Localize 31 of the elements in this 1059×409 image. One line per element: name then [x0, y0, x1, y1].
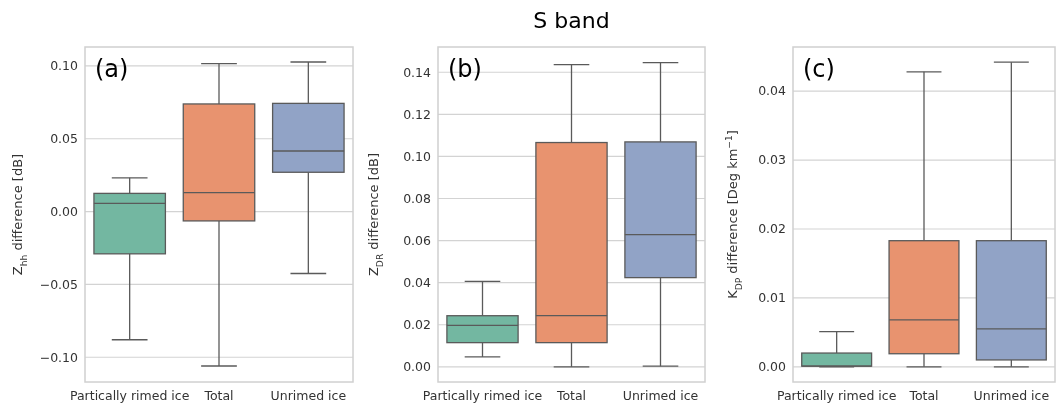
x-tick-label: Total: [555, 388, 587, 403]
y-tick-label: 0.00: [758, 359, 787, 375]
x-tick-label: Partically rimed ice: [422, 388, 543, 403]
annotation: (b): [448, 55, 482, 83]
annotation: (c): [803, 55, 835, 83]
y-tick-label: 0.06: [403, 232, 432, 248]
y-tick-label: 0.05: [50, 131, 78, 147]
annotation: (a): [95, 55, 129, 83]
x-tick-label: Unrimed ice: [270, 388, 347, 403]
y-tick-label: 0.00: [50, 203, 79, 219]
x-tick-label: Partically rimed ice: [776, 388, 897, 403]
y-tick-label: 0.10: [50, 58, 79, 74]
y-tick-label: 0.02: [403, 317, 431, 333]
y-tick-label: 0.00: [403, 359, 432, 375]
y-tick-label: 0.04: [758, 83, 787, 99]
y-tick-label: 0.08: [403, 190, 432, 206]
y-tick-label: 0.12: [403, 106, 431, 122]
y-tick-label: 0.01: [758, 290, 786, 306]
y-tick-label: 0.10: [403, 148, 432, 164]
x-tick-label: Unrimed ice: [973, 388, 1050, 403]
x-tick-label: Total: [203, 388, 234, 403]
y-tick-label: −0.05: [39, 276, 78, 292]
y-tick-label: 0.02: [758, 221, 786, 237]
y-tick-label: 0.04: [403, 275, 432, 291]
chart-title: S band: [533, 8, 610, 33]
y-tick-label: 0.03: [758, 152, 786, 168]
x-tick-label: Partically rimed ice: [69, 388, 190, 403]
y-tick-label: −0.10: [39, 349, 79, 365]
x-tick-label: Unrimed ice: [622, 388, 699, 403]
x-tick-label: Total: [908, 388, 939, 403]
y-tick-label: 0.14: [403, 64, 432, 80]
